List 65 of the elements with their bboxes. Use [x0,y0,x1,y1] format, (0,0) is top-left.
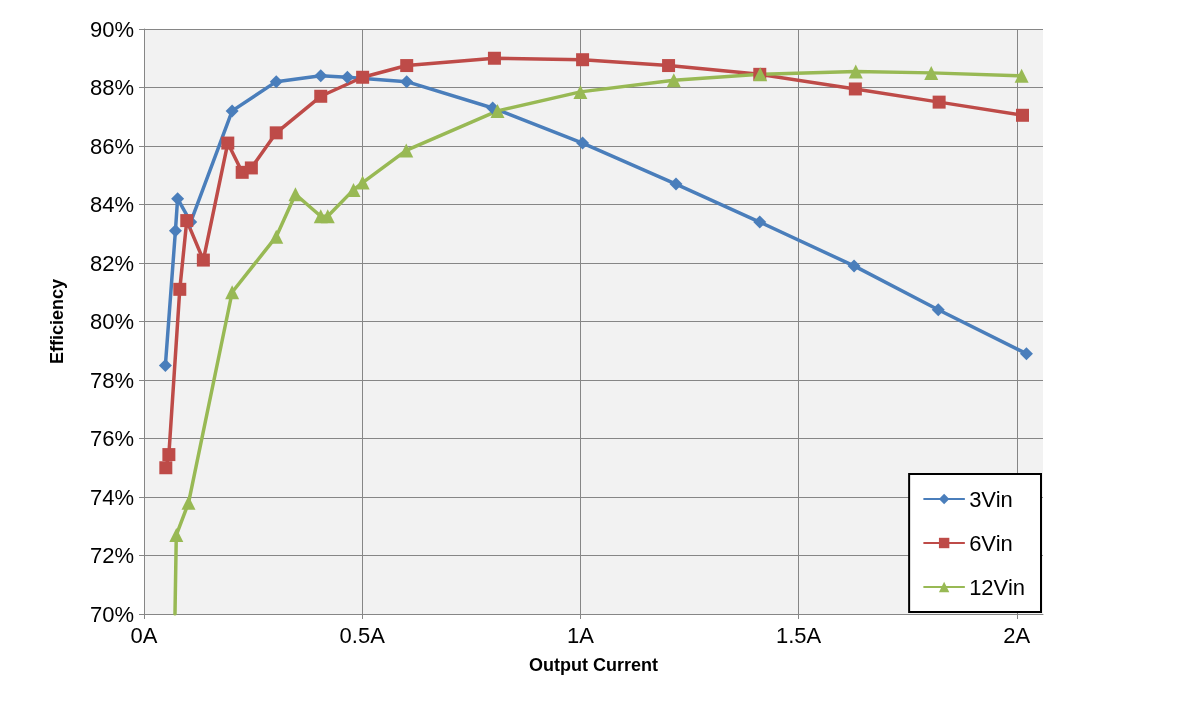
x-axis-title: Output Current [529,655,658,675]
point [666,73,681,88]
x-tick-label: 0.5A [339,622,386,648]
x-tick-label: 2A [1003,622,1031,648]
y-tick-label: 82% [89,250,134,276]
legend-label: 6Vin [969,530,1013,556]
y-tick-label: 78% [89,367,134,393]
point [169,528,184,543]
point [162,448,176,462]
point [847,259,861,273]
point [573,84,588,99]
point [269,126,283,140]
point [924,65,939,80]
point [171,192,185,206]
y-tick-label: 74% [89,484,134,510]
point [180,214,194,228]
x-tick-label: 1A [566,622,595,648]
point [662,59,676,73]
point [320,209,335,224]
point [848,64,863,79]
point [932,95,946,109]
point [244,161,258,175]
point [340,70,354,84]
legend-label: 3Vin [969,486,1013,512]
point [356,70,370,84]
point [487,51,501,65]
point [400,59,414,73]
point [576,53,590,67]
point [288,187,303,202]
point [346,182,361,197]
point [400,75,414,89]
y-tick-label: 76% [89,426,134,451]
y-tick-label: 80% [89,309,134,334]
point [399,143,414,158]
point [753,215,767,229]
point [848,82,862,96]
point [221,136,235,150]
point [1014,68,1029,83]
point [355,175,370,190]
point [225,104,239,118]
point [669,177,683,191]
point [1015,108,1029,122]
point [576,136,590,150]
point [168,224,182,238]
point [1019,347,1033,361]
point [159,461,173,475]
y-tick-label: 86% [89,133,134,159]
point [158,358,172,372]
x-tick-label: 1.5A [775,622,822,648]
y-tick-label: 90% [89,16,134,42]
point [314,69,328,83]
point [196,253,210,267]
point [269,75,283,89]
point [490,103,505,118]
point [269,229,284,244]
point [225,285,240,300]
y-axis-title: Efficiency [47,278,67,365]
y-tick-label: 72% [89,543,134,568]
point [931,303,945,317]
legend-label: 12Vin [969,574,1025,600]
point [314,89,328,103]
point [181,495,196,510]
point [173,282,187,296]
y-tick-label: 88% [89,75,134,100]
y-tick-label: 84% [89,192,134,217]
